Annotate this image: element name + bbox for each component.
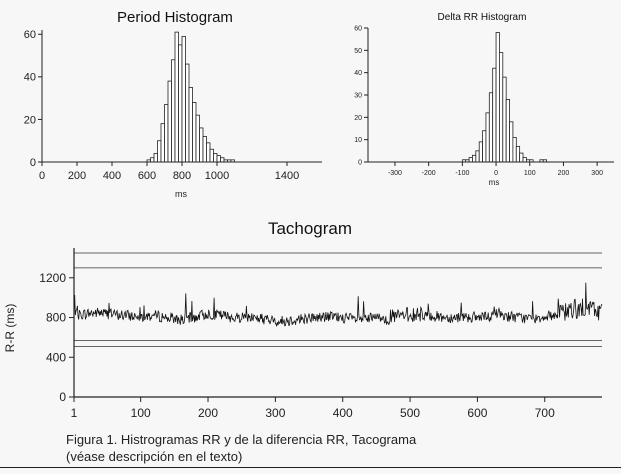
period-histogram-bars (146, 31, 235, 163)
tachogram-x-tick-label: 600 (467, 406, 487, 420)
period-histogram-x-tick-label: 1000 (205, 170, 229, 182)
period-histogram-bar (157, 140, 162, 163)
period-histogram-x-tick-label: 400 (103, 170, 121, 182)
period-histogram-bar (174, 31, 179, 163)
delta-rr-histogram-bar (522, 157, 527, 163)
tachogram-y-tick-label: 1200 (39, 271, 66, 285)
delta-rr-histogram: Delta RR Histogram -300 -200 -100 0 100 200 30… (354, 12, 614, 187)
tachogram-y-tick-label: 800 (46, 311, 66, 325)
delta-rr-histogram-bar (495, 32, 500, 163)
period-histogram-xlabel: ms (175, 189, 187, 199)
period-histogram-bar (202, 136, 207, 163)
delta-rr-histogram-y-tick-label: 0 (358, 159, 362, 166)
caption-line-1: Figura 1. Histrogramas RR y de la difere… (66, 432, 417, 447)
tachogram-series-line (73, 282, 603, 327)
delta-rr-histogram-xlabel: ms (489, 178, 500, 187)
delta-rr-histogram-y-tick-label: 60 (354, 25, 362, 32)
delta-rr-histogram-x-tick-label: 300 (591, 170, 603, 177)
delta-rr-histogram-y-tick-label: 50 (354, 48, 362, 55)
tachogram-reference-lines (74, 252, 602, 347)
delta-rr-histogram-bar (502, 76, 507, 163)
period-histogram-bar (195, 114, 200, 163)
delta-rr-histogram-bar (505, 99, 510, 163)
period-histogram-y-tick-label: 20 (24, 114, 36, 126)
period-histogram-bar (178, 44, 183, 163)
tachogram-x-tick-label: 700 (535, 406, 555, 420)
tachogram-title: Tachogram (268, 219, 352, 238)
period-histogram-x-tick-label: 0 (39, 170, 45, 182)
delta-rr-histogram-x-tick-label: -100 (455, 170, 469, 177)
delta-rr-histogram-x-tick-label: 200 (558, 170, 570, 177)
period-histogram-bar (192, 101, 197, 163)
tachogram-x-tick-label: 1 (71, 406, 78, 420)
delta-rr-histogram-x-tick-label: 0 (494, 170, 498, 177)
period-histogram-bar (220, 157, 225, 163)
tachogram-ylabel: R-R (ms) (3, 304, 17, 353)
bottom-rule (0, 467, 621, 468)
period-histogram-bar (206, 142, 211, 163)
period-histogram-title: Period Histogram (117, 9, 233, 26)
tachogram-y-ticks: 0 400 800 1200 (39, 271, 74, 404)
period-histogram-y-ticks: 0 20 40 60 (24, 29, 42, 169)
tachogram-y-tick-label: 0 (59, 390, 66, 404)
period-histogram-bar (164, 104, 169, 163)
period-histogram-y-tick-label: 40 (24, 72, 36, 84)
figure-caption: Figura 1. Histrogramas RR y de la difere… (66, 431, 416, 465)
period-histogram-x-tick-label: 600 (138, 170, 156, 182)
delta-rr-histogram-bar (478, 141, 483, 163)
delta-rr-histogram-bar (512, 137, 517, 163)
period-histogram-bar (160, 123, 165, 163)
caption-line-2: (véase descripción en el texto) (66, 449, 243, 464)
period-histogram-bar (171, 59, 176, 163)
delta-rr-histogram-bars (461, 32, 548, 163)
delta-rr-histogram-bar (499, 52, 504, 163)
delta-rr-histogram-bar (492, 67, 497, 163)
tachogram-x-tick-label: 400 (333, 406, 353, 420)
delta-rr-histogram-bar (488, 92, 494, 163)
period-histogram-x-ticks: 0 200 400 600 800 1000 1400 (39, 162, 299, 182)
delta-rr-histogram-x-tick-label: -300 (388, 170, 402, 177)
delta-rr-histogram-y-tick-label: 30 (354, 92, 362, 99)
delta-rr-histogram-x-tick-label: 100 (524, 170, 536, 177)
delta-rr-histogram-bar (468, 157, 473, 163)
delta-rr-histogram-title: Delta RR Histogram (438, 12, 527, 23)
delta-rr-histogram-bar (482, 130, 487, 163)
period-histogram-bar (213, 153, 218, 163)
period-histogram-bar (185, 63, 190, 163)
tachogram-y-tick-label: 400 (46, 350, 66, 364)
delta-rr-histogram-bar (485, 112, 490, 163)
delta-rr-histogram-y-tick-label: 40 (354, 70, 362, 77)
period-histogram-bar (199, 127, 204, 163)
period-histogram-x-tick-label: 1400 (275, 170, 299, 182)
tachogram: Tachogram 1 100 200 300 400 500 600 700 0 400 800… (3, 219, 603, 420)
period-histogram: Period Histogram 0 200 400 600 800 1000 1400 0… (24, 9, 322, 199)
tachogram-x-tick-label: 200 (198, 406, 218, 420)
period-histogram-y-tick-label: 0 (30, 157, 36, 169)
period-histogram-x-tick-label: 200 (68, 170, 86, 182)
delta-rr-histogram-bar (472, 154, 477, 163)
tachogram-x-ticks: 1 100 200 300 400 500 600 700 (71, 397, 555, 420)
period-histogram-bar (167, 80, 172, 163)
delta-rr-histogram-x-tick-label: -200 (422, 170, 436, 177)
delta-rr-histogram-bar (509, 121, 514, 163)
tachogram-x-tick-label: 300 (265, 406, 285, 420)
period-histogram-bar (181, 35, 186, 163)
delta-rr-histogram-y-ticks: 0 10 20 30 40 50 60 (354, 25, 368, 166)
period-histogram-x-tick-label: 800 (173, 170, 191, 182)
period-histogram-bar (150, 157, 155, 163)
period-histogram-bar (209, 148, 214, 163)
period-histogram-bar (188, 87, 193, 163)
tachogram-x-tick-label: 100 (131, 406, 151, 420)
period-histogram-y-tick-label: 60 (24, 29, 36, 41)
delta-rr-histogram-bar (519, 152, 524, 163)
delta-rr-histogram-bar (515, 145, 521, 163)
delta-rr-histogram-bar (475, 150, 480, 163)
delta-rr-histogram-y-tick-label: 20 (354, 115, 362, 122)
period-histogram-bar (153, 153, 158, 163)
delta-rr-histogram-y-tick-label: 10 (354, 137, 362, 144)
delta-rr-histogram-x-ticks: -300 -200 -100 0 100 200 300 (388, 162, 603, 177)
tachogram-x-tick-label: 500 (400, 406, 420, 420)
period-histogram-bar (216, 155, 221, 163)
